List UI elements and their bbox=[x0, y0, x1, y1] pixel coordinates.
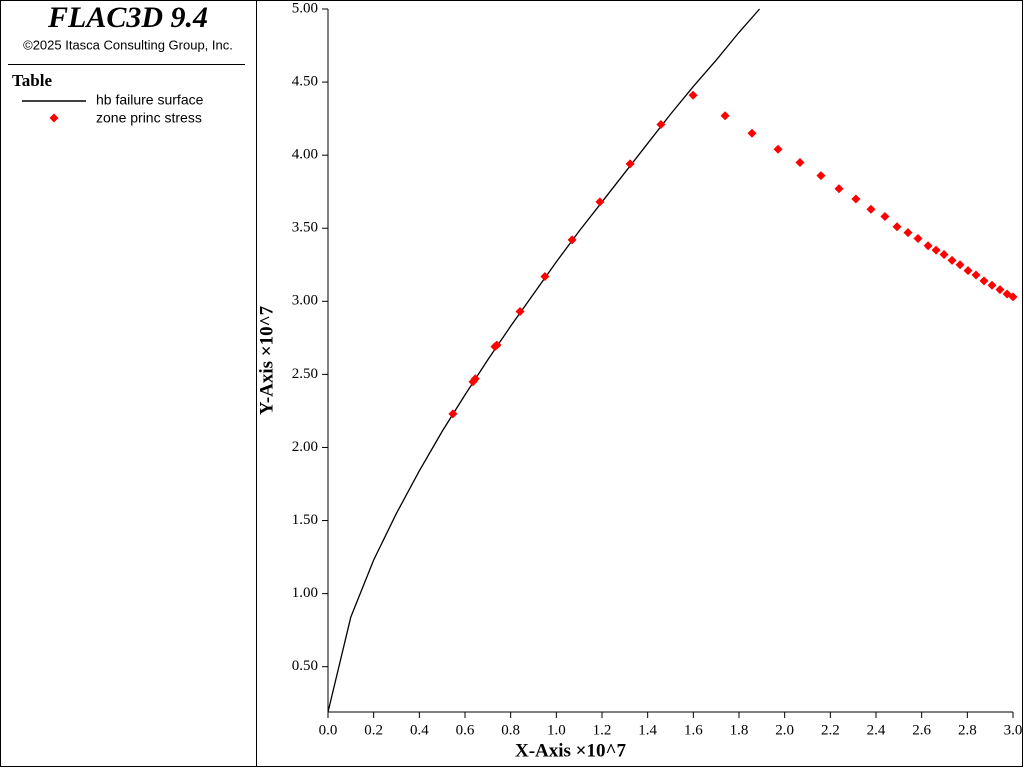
stress-point bbox=[971, 270, 981, 280]
x-tick-label: 0.6 bbox=[456, 722, 475, 738]
stress-point bbox=[955, 260, 965, 270]
y-tick-label: 2.50 bbox=[292, 366, 318, 382]
y-tick-label: 5.00 bbox=[292, 0, 318, 16]
x-tick-label: 1.4 bbox=[638, 722, 657, 738]
x-tick-label: 2.2 bbox=[821, 722, 840, 738]
plot: 0.0 0.2 0.4 0.6 0.8 1.0 1.2 1.4 1.6 1.8 2.0 2.2 2.4 2… bbox=[256, 0, 1022, 761]
stress-point bbox=[963, 266, 973, 276]
y-tick-label: 1.00 bbox=[292, 585, 318, 601]
y-tick-label: 0.50 bbox=[292, 658, 318, 674]
y-tick-label: 1.50 bbox=[292, 512, 318, 528]
legend-title: Table bbox=[12, 71, 52, 90]
stress-point bbox=[995, 285, 1005, 295]
stress-point bbox=[795, 157, 805, 167]
x-tick-label: 1.2 bbox=[593, 722, 612, 738]
stress-point bbox=[939, 250, 949, 260]
legend: hb failure surface zone princ stress bbox=[22, 92, 204, 126]
x-tick-label: 1.8 bbox=[730, 722, 749, 738]
stress-point bbox=[880, 212, 890, 222]
stress-point bbox=[834, 184, 844, 194]
stress-point bbox=[816, 171, 826, 181]
stress-point bbox=[567, 235, 577, 245]
stress-point bbox=[656, 119, 666, 129]
stress-point bbox=[540, 271, 550, 281]
x-tick-label: 0.0 bbox=[319, 722, 338, 738]
x-tick-label: 0.8 bbox=[501, 722, 520, 738]
stress-point bbox=[747, 128, 757, 138]
stress-point bbox=[931, 245, 941, 255]
legend-marker bbox=[49, 113, 59, 123]
copyright: ©2025 Itasca Consulting Group, Inc. bbox=[23, 37, 233, 52]
x-tick-label: 1.6 bbox=[684, 722, 703, 738]
x-tick-label: 2.0 bbox=[775, 722, 794, 738]
stress-point bbox=[492, 340, 502, 350]
stress-point bbox=[448, 409, 458, 419]
x-tick-label: 0.4 bbox=[410, 722, 429, 738]
stress-point bbox=[1008, 292, 1018, 302]
stress-point bbox=[688, 90, 698, 100]
y-tick-label: 4.00 bbox=[292, 147, 318, 163]
x-axis-label: X-Axis ×10^7 bbox=[515, 740, 627, 761]
y-tick-label: 3.00 bbox=[292, 293, 318, 309]
stress-point bbox=[595, 197, 605, 207]
stress-point bbox=[979, 276, 989, 286]
stress-point bbox=[625, 159, 635, 169]
x-tick-label: 2.8 bbox=[958, 722, 977, 738]
legend-label: hb failure surface bbox=[96, 92, 204, 108]
y-axis-label: Y-Axis ×10^7 bbox=[256, 305, 277, 415]
stress-point bbox=[903, 228, 913, 238]
stress-point bbox=[987, 280, 997, 290]
stress-point bbox=[851, 194, 861, 204]
stress-point bbox=[923, 241, 933, 251]
stress-point bbox=[773, 144, 783, 154]
y-tick-label: 3.50 bbox=[292, 220, 318, 236]
x-tick-label: 1.0 bbox=[547, 722, 566, 738]
stress-point bbox=[720, 111, 730, 121]
stress-point bbox=[913, 233, 923, 243]
y-tick-label: 2.00 bbox=[292, 439, 318, 455]
x-tick-label: 2.4 bbox=[867, 722, 886, 738]
x-tick-label: 0.2 bbox=[364, 722, 383, 738]
stress-point bbox=[866, 204, 876, 214]
legend-label: zone princ stress bbox=[96, 110, 202, 126]
stress-point bbox=[892, 222, 902, 232]
stress-point bbox=[515, 307, 525, 317]
stress-point bbox=[470, 374, 480, 384]
x-tick-label: 2.6 bbox=[912, 722, 931, 738]
y-tick-label: 4.50 bbox=[292, 74, 318, 90]
app-title: FLAC3D 9.4 bbox=[47, 1, 208, 34]
stress-point bbox=[947, 255, 957, 265]
x-tick-label: 3.0 bbox=[1004, 722, 1023, 738]
